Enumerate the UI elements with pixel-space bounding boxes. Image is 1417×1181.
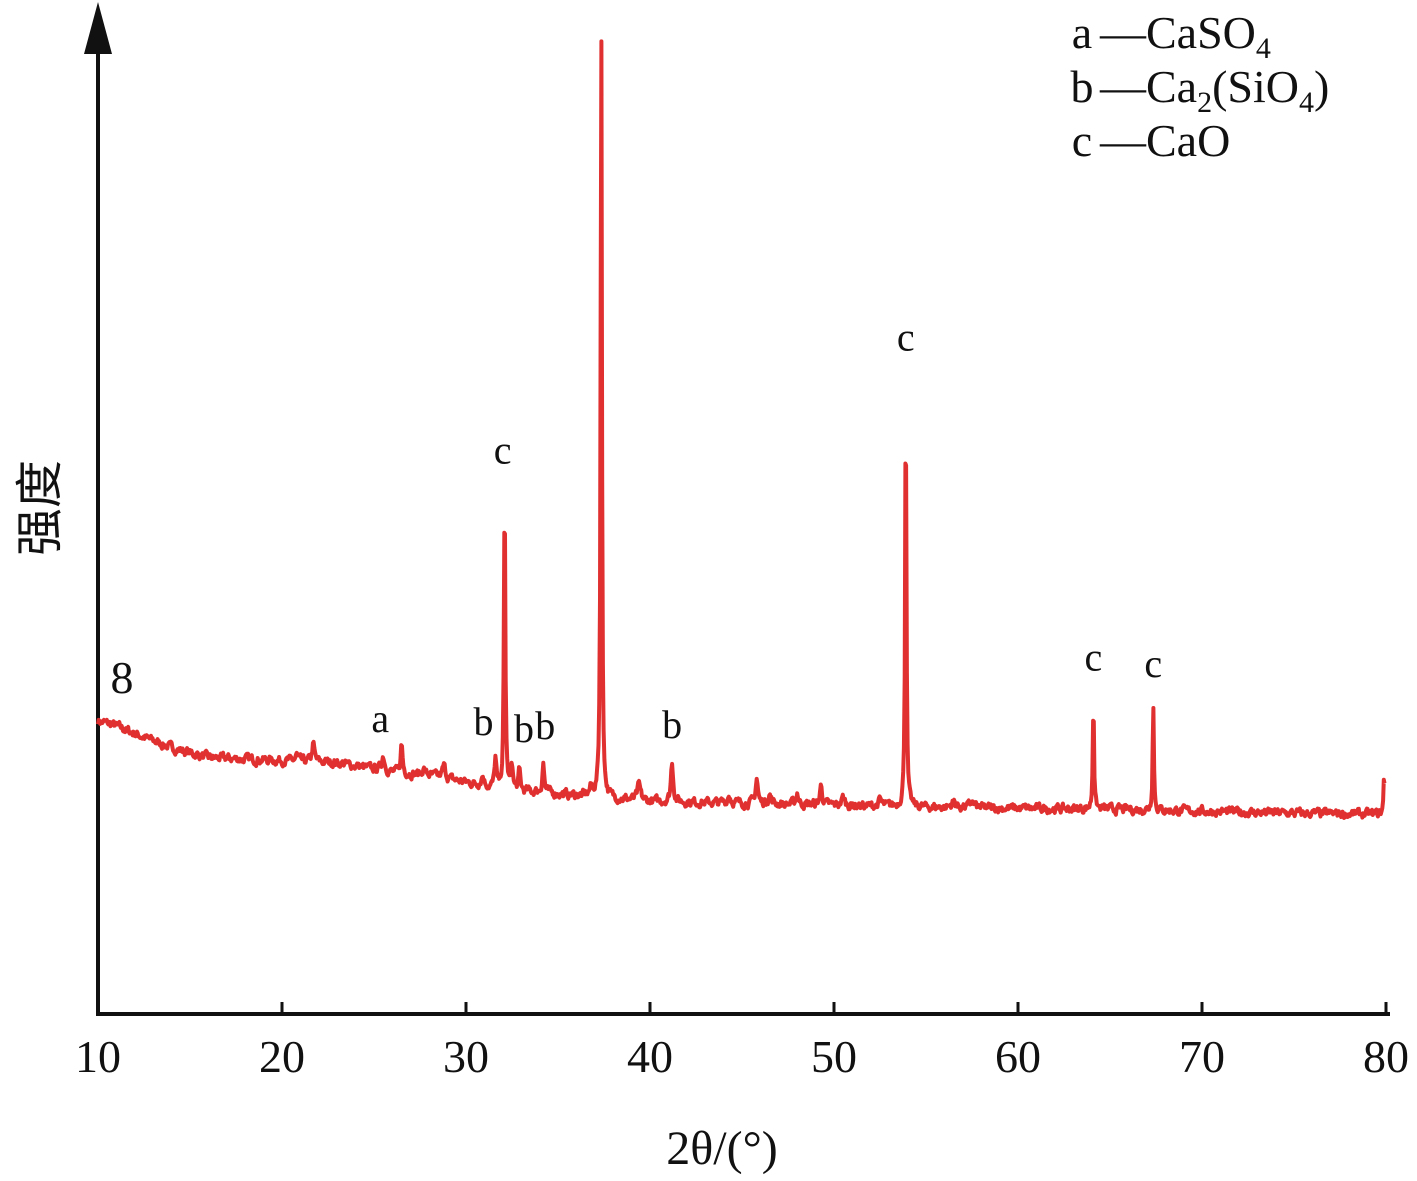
peak-label-b: b [473, 699, 493, 744]
x-tick-label: 30 [443, 1031, 489, 1082]
x-tick-label: 20 [259, 1031, 305, 1082]
x-tick-label: 10 [75, 1031, 121, 1082]
x-axis-ticks [96, 1002, 1388, 1014]
legend-entry: —CaSO4 [1099, 7, 1271, 65]
legend-marker: c [1072, 115, 1092, 166]
x-tick-label: 60 [995, 1031, 1041, 1082]
peak-label-c: c [1085, 635, 1103, 680]
peak-label-b: b [535, 703, 555, 748]
legend-marker: b [1071, 61, 1094, 112]
peak-label-c: c [494, 427, 512, 472]
xrd-pattern-line [96, 39, 1387, 820]
x-axis-tick-labels: 10 20 30 40 50 60 70 80 [75, 1031, 1409, 1082]
x-tick-label: 80 [1363, 1031, 1409, 1082]
peak-label-a: a [371, 696, 389, 741]
y-axis-arrow-icon [84, 2, 112, 54]
peak-label-b: b [662, 702, 682, 747]
legend-entry: —Ca2(SiO4) [1099, 61, 1329, 119]
x-tick-label: 50 [811, 1031, 857, 1082]
peak-label-b: b [514, 706, 534, 751]
legend-entry: —CaO [1099, 115, 1230, 166]
x-tick-label: 70 [1179, 1031, 1225, 1082]
x-axis-title: 2θ/(°) [666, 1122, 778, 1175]
axes [84, 2, 1390, 1016]
peak-label-c: c [1144, 641, 1162, 686]
peak-label-c: c [897, 314, 915, 359]
peak-labels: abcbbcbccc [371, 314, 1162, 751]
legend-marker: a [1072, 7, 1092, 58]
x-tick-label: 40 [627, 1031, 673, 1082]
y-axis-title: 强度 [14, 460, 67, 556]
series-label: 8 [111, 652, 134, 703]
